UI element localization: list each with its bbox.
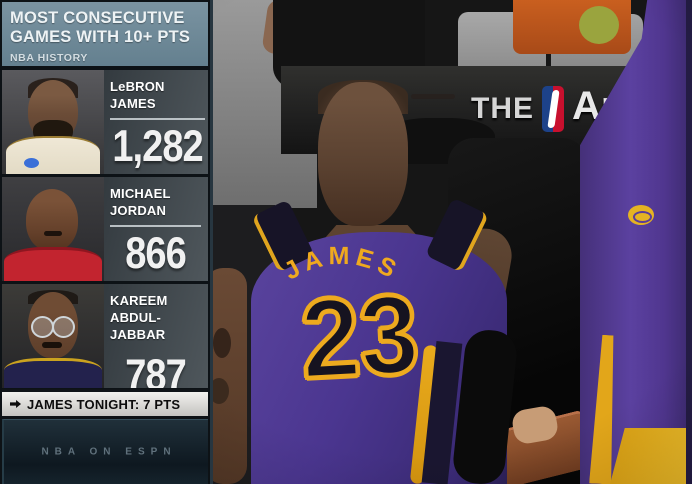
sign-graphic-blob xyxy=(579,6,619,44)
nba-logo-icon xyxy=(542,86,564,132)
tattoo-mark xyxy=(213,378,229,404)
player-photo-kareem xyxy=(2,284,104,388)
player-last-name: ABDUL-JABBAR xyxy=(110,309,166,342)
coach-head xyxy=(395,28,471,140)
game-photo-scene: THE App JAMES 23 xyxy=(213,0,692,484)
panel-subtitle: NBA HISTORY xyxy=(10,51,88,64)
player-name: KAREEM ABDUL-JABBAR xyxy=(110,293,201,344)
player-moustache xyxy=(42,342,62,348)
panel-title-line1: MOST CONSECUTIVE xyxy=(10,9,185,27)
warmup-gold-lower xyxy=(610,428,692,484)
espn-footer: NBA ON ESPN xyxy=(2,419,208,484)
player-first-name: KAREEM xyxy=(110,293,168,308)
leaderboard-row-kareem: KAREEM ABDUL-JABBAR 787 xyxy=(2,284,208,388)
leaderboard-row-lebron: LeBRON JAMES 1,282 xyxy=(2,70,208,174)
ticker-arrow-icon xyxy=(10,400,21,408)
player-last-name: JORDAN xyxy=(110,202,167,218)
lakers-logo-patch-icon xyxy=(628,205,654,225)
leaderboard-row-jordan: MICHAEL JORDAN 866 xyxy=(2,177,208,281)
tattoo-mark xyxy=(213,328,231,358)
player-face xyxy=(26,189,78,251)
player-jersey xyxy=(4,358,102,388)
jersey-sponsor-patch xyxy=(24,158,39,168)
network-bug-text: NBA ON ESPN xyxy=(41,446,177,458)
panel-header: MOST CONSECUTIVE GAMES WITH 10+ PTS NBA … xyxy=(2,2,208,66)
player-jersey xyxy=(4,247,102,281)
frame-right-edge xyxy=(686,0,692,484)
streak-value: 866 xyxy=(125,228,187,278)
ticker-text: JAMES TONIGHT: 7 PTS xyxy=(27,396,181,412)
orange-sign xyxy=(513,0,631,54)
warmup-gold-stripe xyxy=(589,335,619,484)
player-moustache xyxy=(44,231,62,236)
streak-value: 1,282 xyxy=(112,121,203,171)
player-name: LeBRON JAMES xyxy=(110,79,205,113)
player-jersey xyxy=(6,136,100,174)
name-underline xyxy=(110,224,201,227)
player-info: KAREEM ABDUL-JABBAR 787 xyxy=(104,284,208,388)
signage-text-the: THE xyxy=(471,92,534,125)
stats-panel: MOST CONSECUTIVE GAMES WITH 10+ PTS NBA … xyxy=(0,0,213,484)
player-photo-jordan xyxy=(2,177,104,281)
lebron-tattooed-arm xyxy=(213,268,247,484)
name-underline xyxy=(110,117,206,120)
lebron-head xyxy=(318,82,408,226)
player-first-name: LeBRON xyxy=(110,79,165,94)
player-name: MICHAEL JORDAN xyxy=(110,186,201,220)
player-last-name: JAMES xyxy=(110,95,156,111)
player-goggles xyxy=(29,316,77,338)
player-first-name: MICHAEL xyxy=(110,186,171,201)
ticker-bar: JAMES TONIGHT: 7 PTS xyxy=(2,389,208,416)
player-info: MICHAEL JORDAN 866 xyxy=(104,177,208,281)
player-photo-lebron xyxy=(2,70,104,174)
streak-value: 787 xyxy=(125,350,187,388)
jersey-name-arc: JAMES xyxy=(279,242,400,286)
panel-title-line2: GAMES WITH 10+ PTS xyxy=(10,28,191,47)
player-info: LeBRON JAMES 1,282 xyxy=(104,70,208,174)
